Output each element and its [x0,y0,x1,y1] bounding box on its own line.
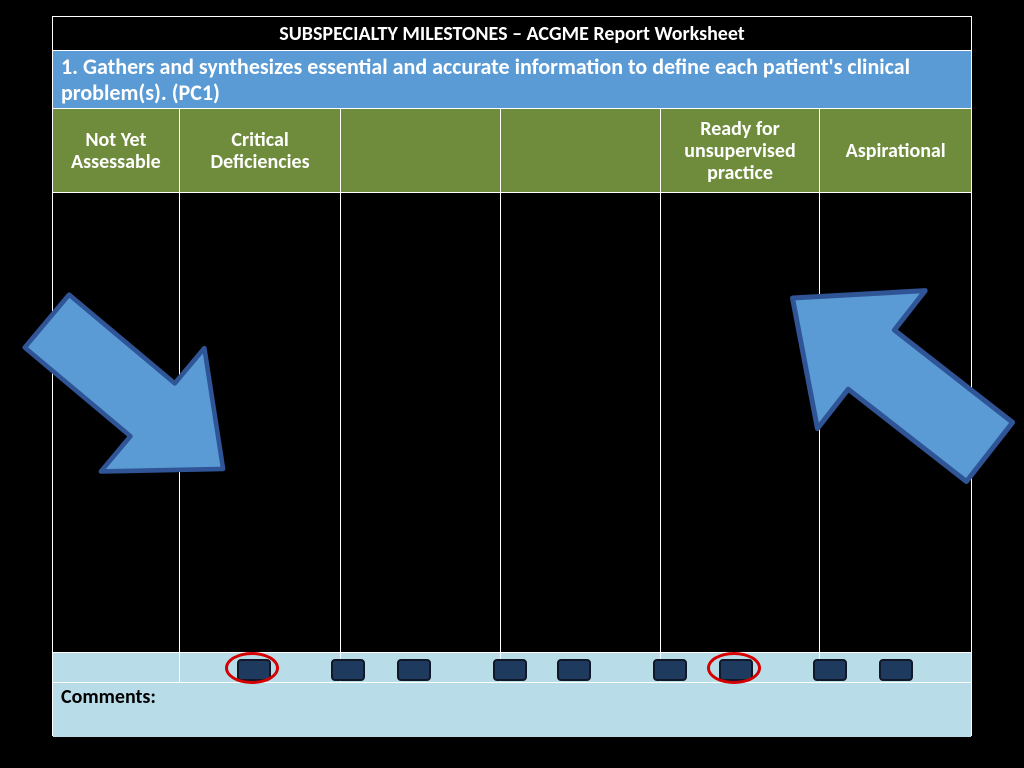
level-header-row: Not Yet AssessableCritical Deficiencies R… [53,109,971,193]
rating-checkbox[interactable] [557,659,591,681]
level-header-cell [501,109,661,193]
comments-row: Comments: [53,683,971,737]
level-header-cell: Critical Deficiencies [180,109,342,193]
comments-label: Comments: [61,685,156,709]
level-header-cell: Aspirational [820,109,971,193]
rating-checkbox[interactable] [493,659,527,681]
competency-statement: 1. Gathers and synthesizes essential and… [53,51,971,109]
rating-checkbox[interactable] [813,659,847,681]
highlight-circle-icon [707,652,761,684]
rating-checkbox[interactable] [879,659,913,681]
level-header-cell: Not Yet Assessable [53,109,180,193]
rating-checkbox[interactable] [397,659,431,681]
competency-text: 1. Gathers and synthesizes essential and… [61,54,963,105]
worksheet-body-cell [661,193,821,653]
rating-cell [53,653,180,683]
worksheet-title-text: SUBSPECIALTY MILESTONES – ACGME Report W… [279,22,745,46]
worksheet-body-cell [341,193,501,653]
worksheet-title: SUBSPECIALTY MILESTONES – ACGME Report W… [53,17,971,51]
highlight-circle-icon [225,652,279,684]
level-header-cell [341,109,501,193]
rating-checkbox[interactable] [331,659,365,681]
rating-checkbox-row [53,653,971,683]
page-root: SUBSPECIALTY MILESTONES – ACGME Report W… [0,0,1024,768]
level-header-cell: Ready for unsupervised practice [661,109,821,193]
worksheet-body-cell [501,193,661,653]
rating-checkbox[interactable] [653,659,687,681]
